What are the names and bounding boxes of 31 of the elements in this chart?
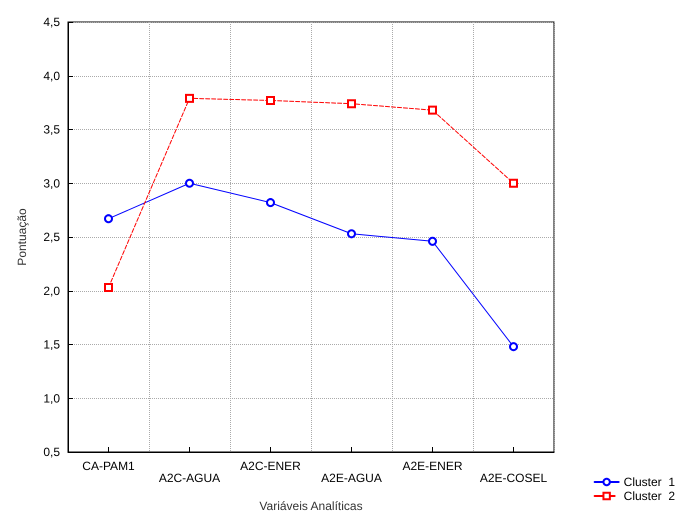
x-tick-label: CA-PAM1 xyxy=(82,459,136,473)
point xyxy=(185,178,194,188)
point xyxy=(347,99,356,108)
x-tick-label: A2C-AGUA xyxy=(158,471,220,485)
legend-label: Cluster 2 xyxy=(624,489,676,503)
y-tick-label: 0,5 xyxy=(43,445,60,459)
x-tick-label: A2C-ENER xyxy=(240,459,302,473)
point xyxy=(266,198,275,208)
y-tick-label: 3,0 xyxy=(43,176,60,190)
point xyxy=(347,229,356,238)
y-tick-label: 3,5 xyxy=(43,122,60,136)
y-tick-label: 1,5 xyxy=(43,338,60,352)
point xyxy=(104,283,113,292)
y-tick-label: 4,5 xyxy=(43,15,60,29)
y-tick-label: 2,5 xyxy=(43,230,60,244)
y-axis-title: Pontuação xyxy=(15,208,29,266)
point xyxy=(509,342,518,352)
y-tick-label: 1,0 xyxy=(43,391,60,406)
point xyxy=(266,96,275,105)
point xyxy=(428,236,437,246)
y-tick-label: 4,0 xyxy=(43,68,60,83)
x-tick-label: A2E-COSEL xyxy=(480,471,548,485)
point xyxy=(185,94,194,103)
legend-label: Cluster 1 xyxy=(624,475,676,489)
x-axis-title: Variáveis Analíticas xyxy=(259,499,363,513)
point xyxy=(509,178,518,188)
x-tick-label: A2E-AGUA xyxy=(321,471,382,485)
x-tick-label: A2E-ENER xyxy=(402,459,463,473)
point xyxy=(428,106,437,115)
y-tick-label: 2,0 xyxy=(43,284,60,298)
point xyxy=(104,214,113,224)
